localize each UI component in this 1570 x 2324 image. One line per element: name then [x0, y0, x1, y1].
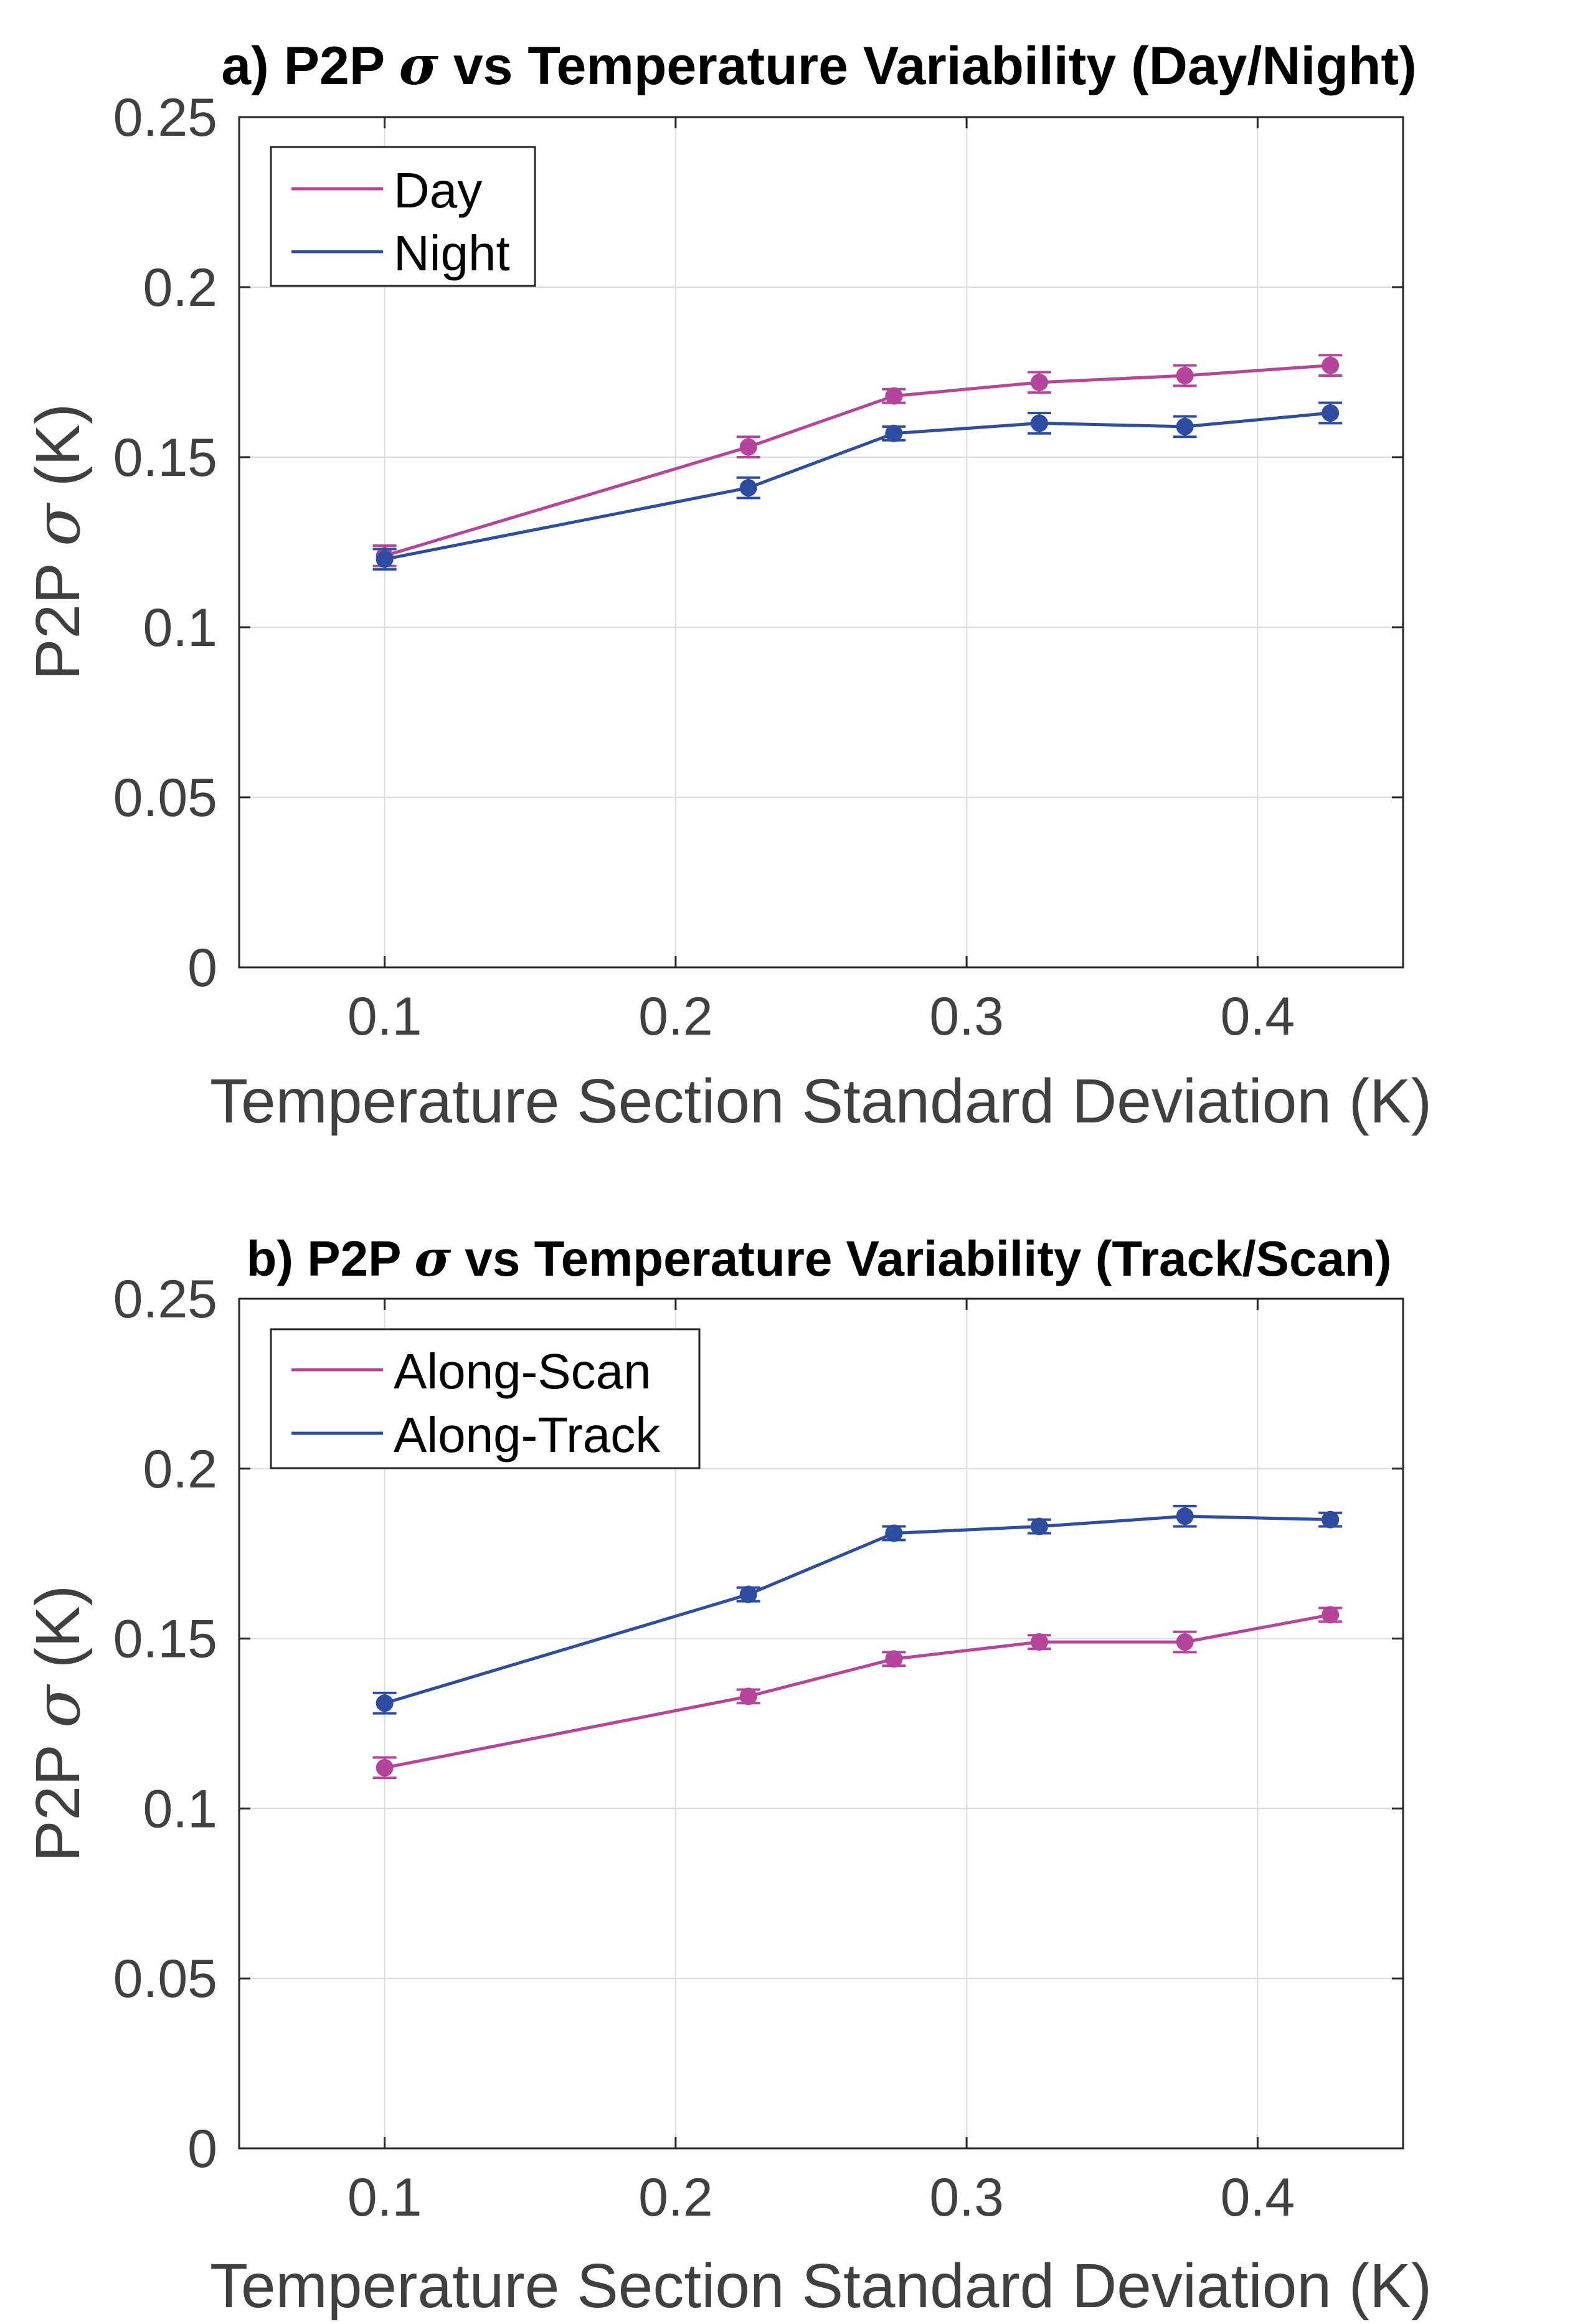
- data-point-along-track: [376, 1694, 394, 1712]
- chart-title-b: b) P2P σ vs Temperature Variability (Tra…: [246, 1229, 1391, 1288]
- data-point-along-scan: [1176, 1633, 1194, 1651]
- data-point-along-scan: [885, 1650, 903, 1668]
- data-point-along-track: [885, 1524, 903, 1542]
- data-point-along-scan: [739, 1687, 757, 1705]
- legend-b: Along-Scan Along-Track: [270, 1328, 701, 1469]
- axes-box-b: [238, 1297, 1404, 2150]
- series-line-along-track: [384, 1514, 1331, 1705]
- x-tick-label-a: 0.3: [929, 987, 1004, 1046]
- x-tick-label-a: 0.1: [348, 987, 422, 1046]
- x-tick-label-b: 0.1: [348, 2168, 422, 2227]
- chart-title-a: a) P2P σ vs Temperature Variability (Day…: [221, 34, 1416, 97]
- axes-box-a: [238, 116, 1404, 969]
- legend-label-along-track: Along-Track: [394, 1407, 661, 1463]
- legend-label-along-scan: Along-Scan: [394, 1344, 651, 1399]
- legend-box-a: [270, 146, 536, 287]
- data-point-along-scan: [1030, 1633, 1048, 1651]
- x-tick-label-b: 0.4: [1221, 2168, 1295, 2227]
- data-point-night: [1176, 417, 1194, 435]
- y-tick-label-b: 0.25: [113, 1269, 217, 1329]
- data-point-along-scan: [376, 1758, 394, 1776]
- y-tick-label-b: 0.05: [113, 1949, 217, 2009]
- series-line-along-scan: [384, 1613, 1331, 1770]
- data-point-night: [885, 424, 903, 442]
- y-tick-label-b: 0.2: [143, 1439, 217, 1499]
- y-tick-label-a: 0.2: [143, 258, 217, 318]
- data-point-day: [885, 387, 903, 405]
- data-point-night: [739, 479, 757, 497]
- legend-label-night: Night: [394, 225, 510, 281]
- y-tick-label-a: 0.05: [113, 768, 217, 828]
- legend-a: Day Night: [270, 146, 536, 287]
- y-axis-label-a: P2P σ (K): [21, 404, 94, 680]
- data-point-along-track: [1030, 1517, 1048, 1535]
- data-point-day: [1176, 366, 1194, 384]
- y-tick-label-b: 0: [187, 2119, 217, 2179]
- data-point-along-track: [1322, 1511, 1340, 1529]
- panel-a: a) P2P σ vs Temperature Variability (Day…: [21, 34, 1432, 1136]
- x-axis-label-b: Temperature Section Standard Deviation (…: [210, 2251, 1432, 2321]
- series-line-night: [384, 411, 1331, 561]
- x-axis-label-a: Temperature Section Standard Deviation (…: [210, 1066, 1432, 1136]
- data-point-along-scan: [1322, 1606, 1340, 1624]
- y-tick-label-b: 0.1: [143, 1779, 217, 1839]
- y-tick-label-a: 0.15: [113, 428, 217, 488]
- y-tick-label-a: 0.25: [113, 88, 217, 148]
- data-point-day: [739, 438, 757, 456]
- data-point-night: [1030, 414, 1048, 432]
- y-tick-label-b: 0.15: [113, 1610, 217, 1669]
- data-point-night: [376, 550, 394, 568]
- series-line-day: [384, 364, 1331, 557]
- x-tick-label-b: 0.3: [929, 2168, 1004, 2227]
- x-tick-label-b: 0.2: [638, 2168, 713, 2227]
- x-tick-label-a: 0.4: [1221, 987, 1295, 1046]
- y-tick-label-a: 0: [187, 938, 217, 998]
- data-point-day: [1030, 373, 1048, 391]
- y-axis-label-b: P2P σ (K): [21, 1585, 94, 1862]
- data-point-night: [1322, 404, 1340, 422]
- panel-b: b) P2P σ vs Temperature Variability (Tra…: [21, 1229, 1432, 2321]
- data-point-day: [1322, 356, 1340, 374]
- legend-box-b: [270, 1328, 701, 1469]
- data-point-along-track: [739, 1585, 757, 1603]
- legend-label-day: Day: [394, 163, 482, 218]
- y-tick-label-a: 0.1: [143, 598, 217, 658]
- data-point-along-track: [1176, 1507, 1194, 1525]
- x-tick-label-a: 0.2: [638, 987, 713, 1046]
